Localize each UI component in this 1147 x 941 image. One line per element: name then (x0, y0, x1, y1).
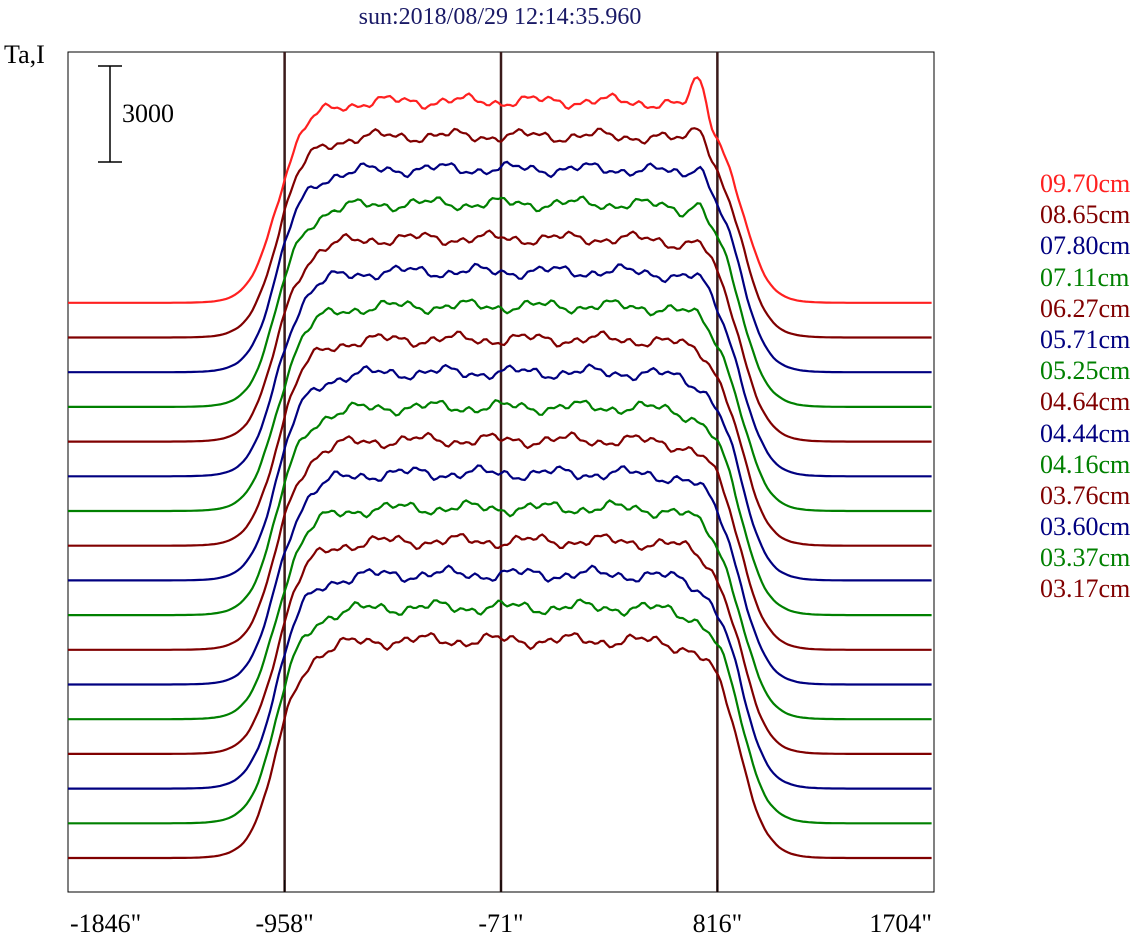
series-line-12 (68, 499, 932, 721)
legend-item-13: 03.17cm (1040, 574, 1131, 604)
x-tick-label-3: 816" (693, 909, 743, 938)
legend: 09.70cm 08.65cm 07.80cm 07.11cm 06.27cm 05.71… (1040, 168, 1130, 605)
series-line-3 (68, 195, 932, 408)
series-line-11 (68, 464, 932, 686)
legend-item-12: 03.37cm (1040, 543, 1131, 573)
x-tick-label-4: 1704" (869, 909, 932, 938)
legend-item-4: 06.27cm (1040, 293, 1131, 323)
legend-item-7: 04.64cm (1040, 387, 1131, 417)
x-tick-label-2: -71" (478, 909, 523, 938)
series-line-0 (68, 76, 932, 304)
legend-item-3: 07.11cm (1040, 262, 1130, 292)
series-line-8 (68, 363, 932, 582)
scale-bar-label: 3000 (122, 99, 174, 128)
x-ticks: -1846" -958" -71" 816" 1704" (67, 880, 935, 938)
series-line-16 (68, 631, 932, 860)
series-line-14 (68, 564, 932, 790)
series-line-7 (68, 330, 932, 547)
legend-item-5: 05.71cm (1040, 324, 1131, 354)
series-line-9 (68, 398, 932, 617)
legend-item-11: 03.60cm (1040, 512, 1131, 542)
legend-item-6: 05.25cm (1040, 356, 1131, 386)
y-axis-label: Ta,I (4, 40, 45, 69)
series-line-1 (68, 127, 932, 339)
legend-item-10: 03.76cm (1040, 480, 1131, 510)
x-tick-label-0: -1846" (70, 909, 141, 938)
series-line-13 (68, 533, 932, 756)
series-line-4 (68, 229, 932, 443)
legend-item-2: 07.80cm (1040, 231, 1131, 261)
series-line-5 (68, 262, 932, 478)
series-group (68, 76, 932, 860)
x-tick-label-1: -958" (255, 909, 313, 938)
legend-item-0: 09.70cm (1040, 169, 1131, 198)
series-line-2 (68, 160, 932, 374)
vertical-lines (283, 52, 719, 892)
legend-item-9: 04.16cm (1040, 449, 1131, 479)
scale-bar: 3000 (98, 65, 174, 163)
series-line-10 (68, 431, 932, 651)
chart-title: sun:2018/08/29 12:14:35.960 (358, 4, 642, 30)
legend-item-8: 04.44cm (1040, 418, 1131, 448)
series-line-15 (68, 598, 932, 825)
series-line-6 (68, 298, 932, 513)
legend-item-1: 08.65cm (1040, 200, 1131, 230)
